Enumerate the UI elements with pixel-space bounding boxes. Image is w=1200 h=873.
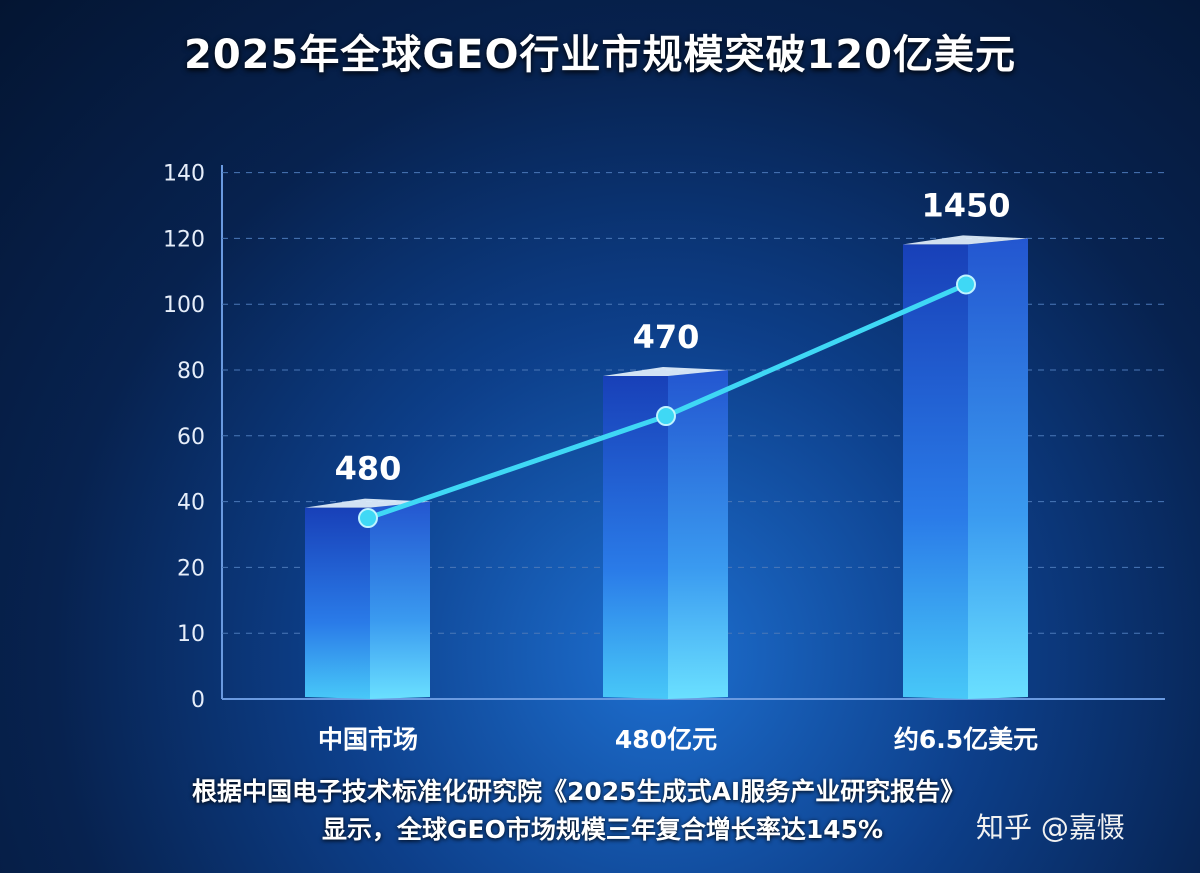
category-label: 约6.5亿美元 bbox=[894, 725, 1038, 754]
y-tick-label: 80 bbox=[177, 359, 205, 384]
data-label: 480 bbox=[335, 450, 402, 488]
bar-top-face bbox=[603, 367, 728, 376]
bar-side-face bbox=[370, 501, 430, 699]
source-note-line2: 显示，全球GEO市场规模三年复合增长率达145% bbox=[322, 815, 884, 844]
bar-side-face bbox=[668, 370, 728, 699]
watermark: 知乎 @嘉慑 bbox=[976, 811, 1125, 844]
trend-point bbox=[956, 274, 976, 295]
source-note-line1: 根据中国电子技术标准化研究院《2025生成式AI服务产业研究报告》 bbox=[192, 777, 966, 806]
bar-front-face bbox=[903, 244, 968, 699]
chart-title: 2025年全球GEO行业市规模突破120亿美元 bbox=[184, 32, 1016, 78]
y-tick-label: 120 bbox=[163, 227, 205, 252]
bar-side-face bbox=[968, 238, 1028, 699]
bar-front-face bbox=[603, 376, 668, 699]
trend-point bbox=[656, 406, 676, 427]
y-tick-label: 60 bbox=[177, 425, 205, 450]
y-tick-label: 0 bbox=[191, 688, 205, 713]
bar-front-face bbox=[305, 507, 370, 699]
y-tick-label: 40 bbox=[177, 491, 205, 516]
y-tick-label: 10 bbox=[177, 622, 205, 647]
y-tick-label: 140 bbox=[163, 162, 205, 187]
trend-point bbox=[358, 508, 378, 529]
data-label: 470 bbox=[633, 318, 700, 356]
bar-top-face bbox=[903, 235, 1028, 245]
bar-top-face bbox=[305, 498, 430, 508]
category-label: 中国市场 bbox=[318, 725, 418, 754]
data-label: 1450 bbox=[921, 186, 1010, 224]
category-label: 480亿元 bbox=[615, 725, 717, 754]
y-tick-label: 20 bbox=[177, 556, 205, 581]
y-tick-label: 100 bbox=[163, 293, 205, 318]
